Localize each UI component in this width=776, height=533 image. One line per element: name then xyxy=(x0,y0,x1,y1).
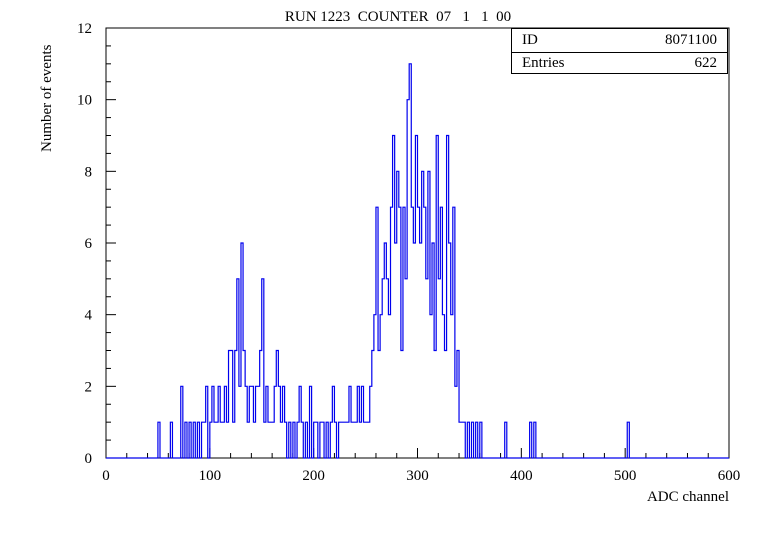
histogram-bin xyxy=(378,351,380,459)
histogram-bin xyxy=(258,386,260,458)
stats-entries-value: 622 xyxy=(694,55,718,71)
x-axis-label: ADC channel xyxy=(647,489,729,505)
y-tick-label: 2 xyxy=(85,379,93,395)
histogram-bin xyxy=(280,422,282,458)
histogram-outline xyxy=(106,63,729,459)
histogram-bin xyxy=(459,422,461,458)
histogram-bin xyxy=(359,422,361,458)
x-tick-label: 400 xyxy=(510,468,533,484)
histogram-bin xyxy=(214,422,216,458)
chart-title: RUN 1223 COUNTER 07 1 1 00 xyxy=(285,9,511,25)
y-tick-label: 6 xyxy=(85,236,93,252)
histogram-bin xyxy=(395,243,397,458)
y-tick-label: 12 xyxy=(77,21,92,37)
histogram-bin xyxy=(461,422,463,458)
x-tick-label: 300 xyxy=(406,468,429,484)
plot-frame xyxy=(105,27,730,459)
histogram-bin xyxy=(411,207,413,458)
histogram-bin xyxy=(413,243,415,458)
axis-ticks xyxy=(105,27,730,459)
histogram-bin xyxy=(264,422,266,458)
histogram-bin xyxy=(353,422,355,458)
stats-id-value: 8071100 xyxy=(665,32,717,48)
histogram-bin xyxy=(430,315,432,458)
stats-row-id: ID 8071100 xyxy=(512,29,727,53)
histogram-bin xyxy=(355,422,357,458)
histogram-bin xyxy=(239,386,241,458)
x-tick-label: 500 xyxy=(614,468,637,484)
x-tick-label: 600 xyxy=(718,468,741,484)
histogram-bin xyxy=(426,279,428,458)
y-tick-label: 10 xyxy=(77,93,92,109)
stats-entries-label: Entries xyxy=(522,55,565,71)
histogram-bin xyxy=(222,422,224,458)
histogram-bin xyxy=(418,207,420,458)
histogram-bin xyxy=(438,279,440,458)
x-tick-labels: 0 100 200 300 400 500 600 xyxy=(102,468,740,484)
histogram-bin xyxy=(247,422,249,458)
stats-id-label: ID xyxy=(522,32,538,48)
histogram-bin xyxy=(364,422,366,458)
x-tick-label: 100 xyxy=(199,468,222,484)
histogram-bin xyxy=(388,315,390,458)
histogram-bin xyxy=(420,243,422,458)
y-tick-label: 0 xyxy=(85,451,93,467)
histogram-bin xyxy=(401,351,403,459)
histogram-bin xyxy=(345,422,347,458)
histogram-bin xyxy=(368,422,370,458)
histogram-bin xyxy=(366,422,368,458)
x-tick-label: 0 xyxy=(102,468,110,484)
histogram-bin xyxy=(343,422,345,458)
stats-row-entries: Entries 622 xyxy=(512,52,727,75)
histogram-bin xyxy=(268,422,270,458)
histogram-bin xyxy=(220,422,222,458)
histogram-bin xyxy=(216,422,218,458)
y-tick-labels: 0 2 4 6 8 10 12 xyxy=(77,21,93,467)
histogram-bin xyxy=(272,422,274,458)
histogram-bin xyxy=(347,422,349,458)
histogram-bin xyxy=(226,422,228,458)
y-tick-label: 4 xyxy=(85,308,93,324)
histogram-bin xyxy=(253,422,255,458)
histogram-bin xyxy=(451,315,453,458)
histogram-bin xyxy=(270,422,272,458)
y-tick-label: 8 xyxy=(85,164,93,180)
histogram-bin xyxy=(204,422,206,458)
histogram-bin xyxy=(444,351,446,459)
x-tick-label: 200 xyxy=(302,468,325,484)
stats-box: ID 8071100 Entries 622 xyxy=(511,28,728,74)
histogram-bin xyxy=(341,422,343,458)
histogram-bin xyxy=(455,386,457,458)
y-axis-label: Number of events xyxy=(39,44,55,152)
histogram-bin xyxy=(405,279,407,458)
histogram-bin xyxy=(434,351,436,459)
histogram-bin xyxy=(233,422,235,458)
histogram-bin xyxy=(351,422,353,458)
